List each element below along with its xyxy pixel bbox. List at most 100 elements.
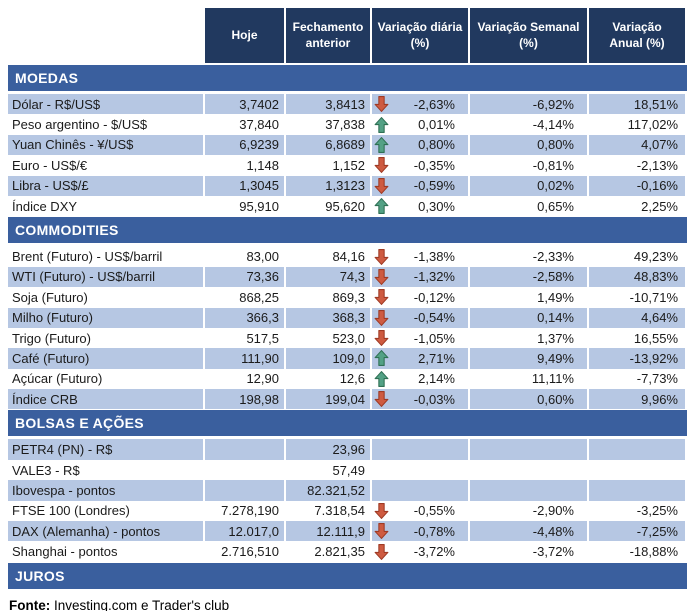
today-cell: 517,5	[205, 327, 284, 349]
previous-close-cell-value: 84,16	[332, 249, 365, 265]
weekly-change-cell: -6,92%	[470, 94, 587, 115]
down-arrow-icon	[374, 391, 389, 408]
daily-change-cell-value: -0,35%	[413, 157, 455, 173]
previous-close-cell-value: 6,8689	[325, 137, 365, 153]
annual-change-cell: -0,16%	[589, 175, 685, 196]
source-text: Investing.com e Trader's club	[50, 597, 230, 611]
daily-change-cell-value: 0,30%	[418, 198, 455, 214]
today-cell: 83,00	[205, 246, 284, 267]
instrument-name-cell-value: Açúcar (Futuro)	[12, 371, 103, 387]
annual-change-cell-value: 4,07%	[641, 137, 678, 153]
daily-change-cell-value: -3,72%	[413, 544, 455, 560]
instrument-name-cell-value: Brent (Futuro) - US$/barril	[12, 249, 163, 265]
up-arrow-icon	[374, 370, 389, 387]
up-arrow-icon	[374, 136, 389, 153]
previous-close-cell: 869,3	[286, 287, 370, 308]
down-arrow-icon	[374, 309, 389, 326]
annual-change-cell: 16,55%	[589, 327, 685, 349]
weekly-change-cell-value: 0,80%	[537, 137, 574, 153]
previous-close-cell-value: 57,49	[332, 462, 365, 478]
weekly-change-cell: -3,72%	[470, 541, 587, 562]
instrument-name-cell: PETR4 (PN) - R$	[8, 439, 203, 460]
down-arrow-icon	[374, 543, 389, 560]
daily-change-cell-value: -0,55%	[413, 503, 455, 519]
annual-change-cell-value: 16,55%	[633, 330, 678, 346]
weekly-change-cell-value: 11,11%	[531, 371, 574, 387]
down-arrow-icon	[374, 177, 389, 194]
weekly-change-cell: 0,65%	[470, 195, 587, 217]
daily-change-cell: 0,80%	[372, 134, 468, 156]
today-cell: 366,3	[205, 307, 284, 328]
weekly-change-cell-value: 9,49%	[537, 350, 574, 366]
today-cell: 37,840	[205, 114, 284, 135]
previous-close-cell: 74,3	[286, 266, 370, 288]
instrument-name-cell: VALE3 - R$	[8, 459, 203, 481]
annual-change-cell: 49,23%	[589, 246, 685, 267]
table-row: Brent (Futuro) - US$/barril 83,00 84,16 -1,…	[8, 246, 687, 267]
instrument-name-cell-value: Ibovespa - pontos	[12, 482, 116, 498]
daily-change-cell: 0,30%	[372, 195, 468, 217]
down-arrow-icon	[374, 268, 389, 285]
weekly-change-cell: -2,90%	[470, 500, 587, 522]
weekly-change-cell-value: -3,72%	[532, 544, 574, 560]
instrument-name-cell-value: Peso argentino - $/US$	[12, 117, 148, 133]
previous-close-cell-value: 3,8413	[325, 96, 365, 112]
today-cell-value: 12.017,0	[228, 523, 279, 539]
table-row: Açúcar (Futuro) 12,90 12,6 2,14% 11,11% -7,73…	[8, 368, 687, 390]
table-row: Índice CRB 198,98 199,04 -0,03% 0,60% 9,96%	[8, 389, 687, 410]
instrument-name-cell-value: Yuan Chinês - ¥/US$	[12, 137, 134, 153]
annual-change-cell: 48,83%	[589, 266, 685, 288]
today-cell-value: 868,25	[239, 289, 279, 305]
annual-change-cell: 18,51%	[589, 94, 685, 115]
daily-change-cell: 2,14%	[372, 368, 468, 390]
previous-close-cell: 6,8689	[286, 134, 370, 156]
column-header-hoje: Hoje	[205, 8, 284, 63]
today-cell-value: 7.278,190	[221, 503, 279, 519]
annual-change-cell: -7,25%	[589, 521, 685, 542]
today-cell: 6,9239	[205, 134, 284, 156]
table-row: FTSE 100 (Londres) 7.278,190 7.318,54 -0,55…	[8, 500, 687, 522]
today-cell: 1,3045	[205, 175, 284, 196]
weekly-change-cell: 0,60%	[470, 389, 587, 410]
table-row: Índice DXY 95,910 95,620 0,30% 0,65% 2,25%	[8, 195, 687, 217]
previous-close-cell-value: 1,3123	[325, 178, 365, 194]
column-header-variacao-semanal: Variação Semanal (%)	[470, 8, 587, 63]
weekly-change-cell	[470, 459, 587, 481]
instrument-name-cell-value: Dólar - R$/US$	[12, 96, 101, 112]
annual-change-cell-value: 9,96%	[641, 391, 678, 407]
previous-close-cell: 57,49	[286, 459, 370, 481]
daily-change-cell-value: 0,80%	[418, 137, 455, 153]
daily-change-cell: -1,05%	[372, 327, 468, 349]
section-header-juros: JUROS	[8, 562, 687, 589]
daily-change-cell-value: -0,59%	[413, 178, 455, 194]
today-cell-value: 198,98	[239, 391, 279, 407]
instrument-name-cell: Índice CRB	[8, 389, 203, 410]
annual-change-cell-value: -2,13%	[636, 157, 678, 173]
annual-change-cell-value: -13,92%	[629, 350, 678, 366]
weekly-change-cell-value: -2,90%	[532, 503, 574, 519]
annual-change-cell-value: -18,88%	[629, 544, 678, 560]
daily-change-cell: -1,38%	[372, 246, 468, 267]
column-header-variacao-anual: Variação Anual (%)	[589, 8, 685, 63]
instrument-name-cell-value: Trigo (Futuro)	[12, 330, 91, 346]
daily-change-cell: -0,78%	[372, 521, 468, 542]
daily-change-cell-value: -0,03%	[413, 391, 455, 407]
today-cell: 3,7402	[205, 94, 284, 115]
weekly-change-cell-value: 1,49%	[537, 289, 574, 305]
instrument-name-cell: Café (Futuro)	[8, 348, 203, 369]
annual-change-cell-value: -10,71%	[629, 289, 678, 305]
table-row: Libra - US$/£ 1,3045 1,3123 -0,59% 0,02% -0,1…	[8, 175, 687, 196]
annual-change-cell-value: 2,25%	[641, 198, 678, 214]
table-row: Milho (Futuro) 366,3 368,3 -0,54% 0,14% 4,64%	[8, 307, 687, 328]
today-cell: 73,36	[205, 266, 284, 288]
down-arrow-icon	[374, 157, 389, 174]
weekly-change-cell-value: 1,37%	[537, 330, 574, 346]
previous-close-cell: 12,6	[286, 368, 370, 390]
annual-change-cell-value: 18,51%	[633, 96, 678, 112]
today-cell-value: 95,910	[239, 198, 279, 214]
annual-change-cell: -7,73%	[589, 368, 685, 390]
today-cell	[205, 439, 284, 460]
header-spacer	[8, 8, 203, 63]
weekly-change-cell	[470, 480, 587, 501]
